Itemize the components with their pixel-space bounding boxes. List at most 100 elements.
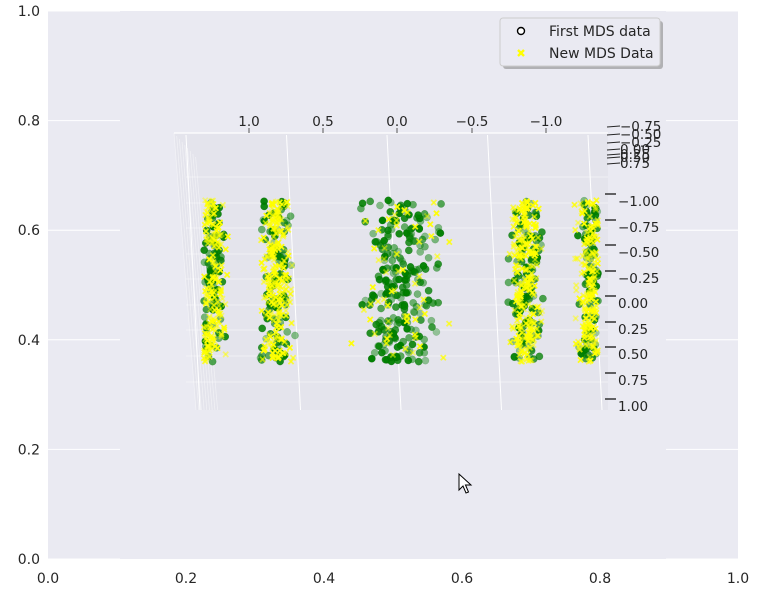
point-new-mds: [384, 324, 392, 332]
point-new-mds: [367, 300, 374, 308]
point-new-mds: [593, 232, 600, 240]
outer-ytick-label: 0.2: [18, 442, 40, 458]
point-first-mds: [389, 263, 398, 272]
point-first-mds: [405, 269, 414, 278]
pane-gridline-x: [386, 134, 402, 411]
point-first-mds: [574, 231, 582, 240]
point-new-mds: [523, 284, 530, 292]
point-first-mds: [398, 257, 407, 266]
point-first-mds: [286, 212, 295, 221]
point-new-mds: [518, 199, 526, 207]
point-new-mds: [590, 258, 598, 266]
point-first-mds: [399, 337, 408, 346]
axis3d-z-tick-label: 0.00: [620, 142, 650, 158]
point-new-mds: [589, 289, 596, 297]
point-new-mds: [209, 203, 216, 210]
point-new-mds: [529, 336, 536, 344]
point-first-mds: [404, 288, 412, 297]
point-new-mds: [210, 258, 217, 266]
point-new-mds: [212, 263, 219, 270]
point-new-mds: [274, 240, 281, 248]
point-new-mds: [274, 206, 282, 213]
point-new-mds: [526, 227, 533, 235]
point-first-mds: [357, 204, 365, 213]
pane-gridline-side: [181, 141, 205, 411]
axis3d-z-tick-mark: [606, 141, 621, 144]
point-new-mds: [286, 344, 294, 352]
point-new-mds: [269, 292, 277, 299]
point-new-mds: [521, 349, 528, 357]
pane-gridline-x: [286, 134, 301, 411]
point-new-mds: [522, 240, 529, 248]
point-new-mds: [280, 290, 287, 297]
point-new-mds: [576, 346, 583, 353]
point-new-mds: [530, 310, 537, 318]
point-new-mds: [529, 289, 536, 297]
point-new-mds: [580, 220, 588, 227]
point-first-mds: [381, 346, 389, 355]
point-new-mds: [527, 232, 535, 240]
point-new-mds: [264, 299, 272, 306]
point-first-mds: [206, 266, 215, 274]
point-new-mds: [592, 206, 600, 213]
axis3d-z-tick-label: 0.75: [620, 156, 650, 172]
point-new-mds: [221, 326, 228, 333]
point-first-mds: [406, 263, 415, 271]
point-new-mds: [283, 199, 291, 206]
point-new-mds: [518, 329, 526, 337]
point-new-mds: [260, 347, 267, 354]
point-new-mds: [274, 282, 282, 289]
point-new-mds: [574, 338, 582, 346]
point-new-mds: [582, 247, 590, 255]
point-new-mds: [213, 322, 221, 330]
point-first-mds: [375, 342, 383, 351]
legend-first-mds-label: First MDS data: [549, 24, 651, 40]
point-new-mds: [260, 294, 268, 302]
point-first-mds: [258, 324, 267, 333]
point-first-mds: [384, 289, 392, 298]
point-new-mds: [510, 240, 518, 248]
outer-ytick-label: 0.8: [18, 114, 40, 130]
point-new-mds: [507, 338, 514, 346]
point-new-mds: [524, 221, 531, 229]
outer-ytick-label: 0.4: [18, 333, 40, 349]
point-new-mds: [209, 197, 217, 204]
point-first-mds: [384, 196, 393, 205]
point-first-mds: [593, 207, 602, 216]
axis3d-z-tick-mark: [606, 133, 621, 136]
point-new-mds: [218, 333, 225, 340]
point-new-mds: [511, 307, 518, 314]
point-new-mds: [532, 224, 539, 232]
point-new-mds: [201, 358, 209, 365]
point-first-mds: [421, 242, 429, 251]
point-new-mds: [393, 203, 401, 211]
point-first-mds: [403, 325, 411, 333]
point-new-mds: [266, 331, 273, 338]
point-new-mds: [285, 252, 292, 260]
point-new-mds: [523, 345, 530, 353]
point-new-mds: [270, 268, 277, 275]
point-new-mds: [423, 212, 431, 220]
point-new-mds: [581, 334, 588, 342]
point-new-mds: [526, 262, 534, 270]
point-new-mds: [515, 262, 522, 270]
point-new-mds: [383, 335, 391, 343]
point-new-mds: [258, 259, 265, 267]
outer-xtick-label: 0.2: [175, 571, 197, 587]
point-new-mds: [283, 301, 291, 309]
point-new-mds: [210, 301, 218, 309]
point-first-mds: [437, 200, 445, 208]
point-new-mds: [516, 299, 523, 307]
point-new-mds: [535, 205, 542, 212]
point-new-mds: [517, 324, 525, 331]
point-first-mds: [434, 298, 443, 307]
point-first-mds: [388, 256, 397, 265]
point-first-mds: [205, 249, 214, 258]
point-new-mds: [586, 213, 594, 220]
legend: First MDS data New MDS Data: [499, 17, 663, 69]
point-new-mds: [578, 298, 586, 305]
point-new-mds: [375, 226, 382, 234]
point-new-mds: [530, 341, 537, 349]
point-new-mds: [269, 345, 276, 352]
point-new-mds: [402, 345, 409, 353]
